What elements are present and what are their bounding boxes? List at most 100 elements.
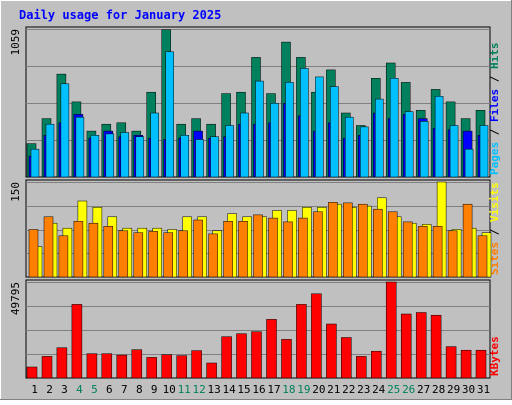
- bar-kbytes-day-1: [26, 366, 38, 379]
- bar-pages-day-21: [330, 86, 339, 178]
- bar-sites-day-8: [133, 232, 144, 278]
- bar-pages-day-9: [150, 112, 159, 178]
- day-label-7: 7: [121, 383, 128, 396]
- bar-kbytes-day-20: [311, 293, 322, 379]
- bar-sites-day-18: [283, 221, 293, 278]
- bar-pages-day-5: [90, 135, 100, 178]
- bar-pages-day-3: [60, 83, 70, 178]
- bar-kbytes-day-14: [221, 336, 232, 379]
- bar-sites-day-2: [43, 216, 54, 278]
- axis-label-part: KBytes: [488, 336, 501, 376]
- axis-label-hits-files-pages: Pages / Files / Hits: [488, 43, 501, 176]
- day-label-30: 30: [462, 383, 475, 396]
- day-label-11: 11: [178, 383, 191, 396]
- day-label-3: 3: [61, 383, 68, 396]
- bar-pages-day-20: [315, 76, 324, 178]
- bar-sites-day-16: [253, 214, 263, 278]
- bar-pages-day-17: [270, 103, 279, 178]
- bar-sites-day-27: [417, 226, 428, 278]
- bar-sites-day-17: [268, 217, 278, 278]
- bar-kbytes-day-18: [281, 339, 292, 379]
- bar-kbytes-day-3: [56, 347, 68, 379]
- bar-kbytes-day-5: [86, 353, 98, 379]
- bar-kbytes-day-27: [415, 312, 427, 379]
- bar-pages-day-8: [135, 136, 145, 178]
- bar-kbytes-day-15: [236, 333, 247, 379]
- day-label-12: 12: [192, 383, 205, 396]
- bar-sites-day-9: [148, 231, 158, 278]
- bar-pages-day-11: [180, 135, 189, 178]
- day-label-1: 1: [31, 383, 38, 396]
- bar-sites-day-15: [238, 221, 248, 278]
- axis-label-part: Pages: [488, 142, 501, 175]
- bar-kbytes-day-10: [161, 354, 172, 379]
- axis-label-kbytes: KBytes: [488, 336, 501, 376]
- day-label-9: 9: [151, 383, 158, 396]
- bar-kbytes-day-24: [371, 350, 382, 379]
- day-label-5: 5: [91, 383, 98, 396]
- bar-pages-day-12: [195, 139, 204, 178]
- bar-sites-day-31: [477, 235, 488, 278]
- bar-kbytes-day-13: [206, 362, 217, 379]
- panel-kbytes: 49795 KBytes: [9, 279, 501, 379]
- day-label-31: 31: [477, 383, 490, 396]
- bar-pages-day-24: [375, 98, 384, 178]
- day-label-4: 4: [76, 383, 83, 396]
- bar-pages-day-27: [419, 121, 429, 178]
- bars-visits-sites: [28, 181, 492, 278]
- bar-pages-day-15: [240, 112, 249, 178]
- bar-pages-day-4: [75, 116, 85, 178]
- bar-pages-day-29: [449, 125, 459, 178]
- bar-kbytes-day-9: [146, 357, 157, 379]
- bar-sites-day-13: [208, 233, 218, 278]
- bar-pages-day-19: [300, 68, 309, 178]
- day-label-18: 18: [282, 383, 295, 396]
- bar-kbytes-day-26: [400, 313, 412, 379]
- day-label-23: 23: [357, 383, 370, 396]
- bar-kbytes-day-12: [191, 350, 202, 379]
- day-label-16: 16: [252, 383, 265, 396]
- bar-sites-day-28: [432, 226, 443, 278]
- bar-kbytes-day-17: [266, 319, 277, 379]
- bar-pages-day-16: [255, 80, 264, 178]
- bar-pages-day-1: [30, 148, 40, 178]
- bar-kbytes-day-16: [251, 331, 262, 379]
- bar-kbytes-day-2: [41, 356, 53, 379]
- bar-pages-day-18: [285, 82, 294, 178]
- bar-kbytes-day-22: [341, 337, 352, 379]
- bar-kbytes-day-23: [356, 356, 367, 379]
- bar-pages-day-10: [165, 51, 174, 178]
- axis-label-part: Visits: [488, 182, 501, 222]
- bar-sites-day-1: [28, 229, 39, 278]
- bar-sites-day-22: [343, 202, 353, 278]
- day-label-28: 28: [432, 383, 445, 396]
- day-label-21: 21: [327, 383, 340, 396]
- bar-kbytes-day-19: [296, 304, 307, 379]
- bar-sites-day-25: [387, 211, 398, 278]
- bar-sites-day-20: [313, 211, 323, 278]
- bar-sites-day-19: [298, 217, 308, 278]
- day-label-2: 2: [46, 383, 53, 396]
- bar-pages-day-25: [389, 78, 399, 178]
- bar-kbytes-day-31: [475, 349, 487, 379]
- day-labels: 1 2 3 4 5 6 7 8 9 10 11 12 13 14 15 16 17 18 19 20 21 22 23 24 2…: [31, 383, 490, 396]
- axis-label-part: Hits: [488, 43, 501, 70]
- day-label-17: 17: [267, 383, 280, 396]
- bar-kbytes-day-11: [176, 355, 187, 379]
- day-label-14: 14: [222, 383, 236, 396]
- bar-sites-day-30: [462, 203, 473, 278]
- bar-pages-day-14: [225, 125, 234, 178]
- bar-pages-day-26: [404, 111, 414, 178]
- day-label-19: 19: [297, 383, 310, 396]
- bar-sites-day-29: [447, 230, 458, 278]
- day-label-29: 29: [447, 383, 460, 396]
- day-label-27: 27: [417, 383, 430, 396]
- bar-sites-day-12: [193, 219, 203, 278]
- bar-sites-day-4: [73, 221, 84, 278]
- bar-kbytes-day-21: [326, 323, 337, 379]
- axis-label-part: /: [488, 69, 501, 89]
- bar-pages-day-28: [434, 96, 444, 178]
- day-label-26: 26: [402, 383, 415, 396]
- bar-sites-day-21: [328, 202, 338, 278]
